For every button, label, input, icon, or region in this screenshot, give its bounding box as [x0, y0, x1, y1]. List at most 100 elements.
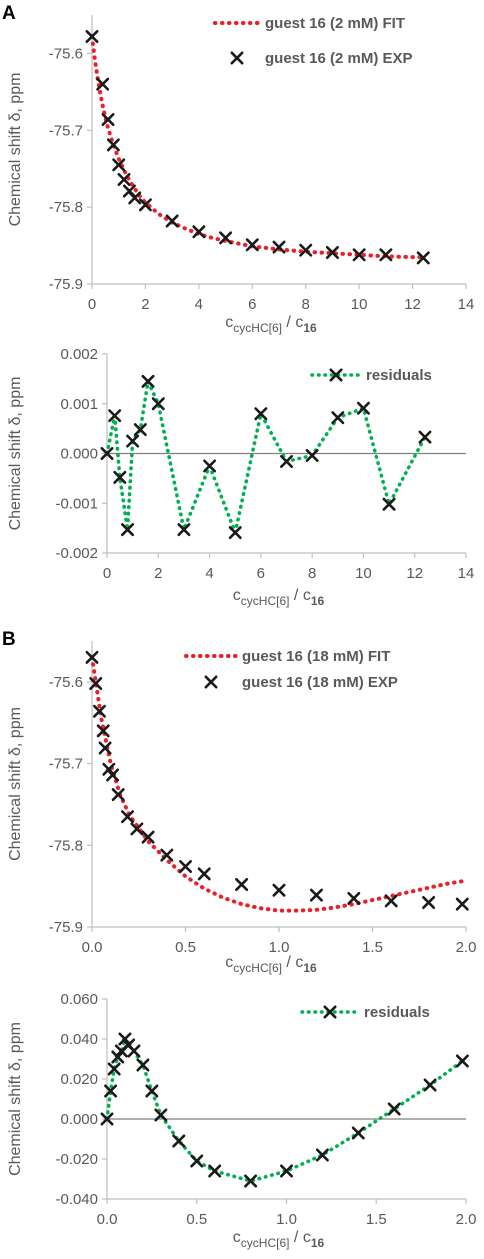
- x-tick-label: 1.0: [276, 1211, 297, 1228]
- residual-point: [418, 430, 432, 444]
- residual-point: [141, 374, 155, 388]
- x-axis-title: ccycHC[6] / c16: [233, 1229, 325, 1250]
- residual-point: [244, 1174, 258, 1188]
- x-tick-label: 12: [406, 565, 423, 582]
- data-point: [179, 860, 192, 874]
- x-axis-title-sub-host: cycHC[6]: [233, 321, 282, 335]
- residual-point: [315, 1148, 329, 1162]
- panel-letter-b: B: [2, 629, 16, 650]
- chart-b-chemical-shift: 0.0 0.5 1.0 1.5 2.0 -75.9 -75.8 -75.7 -75.6 Chemi…: [7, 641, 476, 975]
- residual-point: [136, 1058, 150, 1072]
- data-point: [384, 894, 398, 908]
- residual-point: [228, 526, 242, 540]
- x-tick-label: 12: [404, 296, 421, 313]
- x-axis-title: ccycHC[6] / c16: [225, 314, 317, 335]
- data-point: [235, 878, 249, 892]
- data-point: [85, 30, 99, 44]
- residual-point: [279, 1164, 294, 1178]
- residual-point: [108, 409, 122, 423]
- x-tick-label: 14: [458, 296, 475, 313]
- y-tick-label: -75.6: [49, 45, 83, 62]
- y-tick-label: 0.060: [60, 991, 98, 1008]
- residual-point: [113, 470, 127, 484]
- x-axis-title-divider: / c: [282, 954, 303, 971]
- residual-series-line: [105, 375, 427, 539]
- y-tick-label: -0.002: [55, 545, 98, 562]
- residual-point: [104, 1084, 118, 1098]
- data-point: [101, 113, 115, 127]
- x-tick-label: 2.0: [456, 939, 477, 956]
- y-tick-label: -0.020: [55, 1151, 98, 1168]
- y-tick-label: -75.7: [49, 122, 83, 139]
- residual-point: [107, 1062, 121, 1076]
- x-tick-label: 0.5: [175, 939, 196, 956]
- residual-point: [356, 401, 370, 415]
- chart-a-chemical-shift: 0 2 4 6 8 10 12 14 -75.9 -75.8 -75.7 -75.6 Chemical …: [7, 15, 474, 335]
- data-point: [352, 248, 366, 262]
- x-tick-label: 0: [103, 565, 111, 582]
- chart-b-residuals: 0.0 0.5 1.0 1.5 2.0 -0.040 -0.020 0.000 0.020 0.0…: [7, 991, 476, 1250]
- x-tick-label: 0.0: [97, 1211, 118, 1228]
- legend-label: residuals: [364, 1004, 430, 1021]
- data-point: [128, 191, 142, 205]
- x-tick-label: 8: [308, 565, 316, 582]
- y-tick-label: 0.000: [60, 446, 98, 463]
- residual-point: [172, 1134, 186, 1148]
- data-point: [299, 243, 313, 257]
- data-point: [92, 704, 106, 718]
- y-tick-label: -0.001: [55, 495, 98, 512]
- residual-point: [455, 1054, 469, 1068]
- data-point: [121, 810, 135, 824]
- x-axis-title-sub-guest: 16: [311, 1236, 325, 1250]
- x-axis-title-sub-host: cycHC[6]: [241, 1236, 290, 1250]
- legend: guest 16 (18 mM) FIT guest 16 (18 mM) EXP: [184, 648, 398, 691]
- data-point: [455, 897, 469, 911]
- y-axis-title: Chemical shift δ, ppm: [7, 73, 24, 227]
- x-tick-label: 0: [88, 296, 96, 313]
- y-tick-label: -75.9: [49, 919, 83, 936]
- data-point: [192, 225, 206, 239]
- data-point: [112, 158, 126, 172]
- residual-point: [100, 446, 114, 461]
- data-point: [106, 138, 120, 152]
- data-point: [102, 762, 116, 776]
- x-tick-label: 1.5: [366, 1211, 387, 1228]
- residual-point: [177, 523, 191, 537]
- y-tick-label: 0.001: [60, 396, 98, 413]
- data-point: [138, 198, 152, 212]
- data-point: [96, 724, 110, 738]
- x-tick-label: 4: [205, 565, 213, 582]
- data-point: [165, 214, 179, 228]
- data-point: [422, 895, 436, 909]
- chart-a-residuals: 0 2 4 6 8 10 12 14 -0.002 -0.001 0.000 0.001 0.002 Ch…: [7, 346, 474, 608]
- data-point: [117, 172, 131, 186]
- panel-letter-a: A: [2, 3, 16, 24]
- data-point: [309, 888, 323, 902]
- residual-series-line: [105, 1034, 465, 1183]
- y-tick-label: 0.040: [60, 1031, 98, 1048]
- x-axis-title: ccycHC[6] / c16: [233, 587, 325, 608]
- legend-label: guest 16 (18 mM) FIT: [242, 648, 390, 665]
- data-point: [106, 768, 120, 782]
- residual-point: [121, 523, 135, 537]
- legend-exp-marker: [230, 51, 244, 65]
- data-point: [325, 245, 339, 259]
- x-axis-title-c: c: [225, 314, 233, 331]
- residual-point: [126, 434, 140, 448]
- residual-point: [331, 411, 345, 425]
- residual-point: [279, 454, 294, 468]
- x-axis-title-divider: / c: [282, 314, 303, 331]
- y-tick-label: -75.8: [49, 837, 83, 854]
- y-tick-label: -75.9: [49, 276, 83, 293]
- data-point: [111, 788, 125, 802]
- residual-point: [154, 1108, 168, 1122]
- y-tick-label: 0.020: [60, 1071, 98, 1088]
- residual-point: [305, 448, 319, 462]
- y-tick-label: -0.040: [55, 1191, 98, 1208]
- x-axis-title-sub-host: cycHC[6]: [241, 594, 290, 608]
- legend-residual-marker: [329, 368, 343, 382]
- residual-point: [118, 1032, 132, 1046]
- data-point: [347, 891, 361, 905]
- data-point: [89, 676, 103, 690]
- legend-label: guest 16 (18 mM) EXP: [242, 674, 398, 691]
